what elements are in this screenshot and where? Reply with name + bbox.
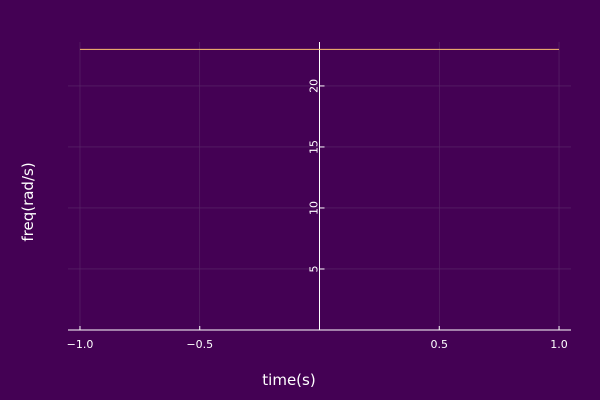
x-tick-label: 1.0 bbox=[550, 338, 568, 351]
x-tick-label: −1.0 bbox=[67, 338, 94, 351]
y-tick-label: 10 bbox=[308, 201, 321, 215]
y-axis-title: freq(rad/s) bbox=[19, 162, 37, 241]
x-tick-label: 0.5 bbox=[431, 338, 449, 351]
y-tick-label: 20 bbox=[308, 79, 321, 93]
y-tick-label: 5 bbox=[308, 265, 321, 272]
x-axis-title: time(s) bbox=[262, 371, 315, 389]
axes bbox=[68, 42, 571, 331]
y-tick-label: 15 bbox=[308, 140, 321, 154]
tick-labels: −1.0 −0.5 0.5 1.0 5 10 15 20 bbox=[67, 79, 568, 351]
x-tick-label: −0.5 bbox=[186, 338, 213, 351]
